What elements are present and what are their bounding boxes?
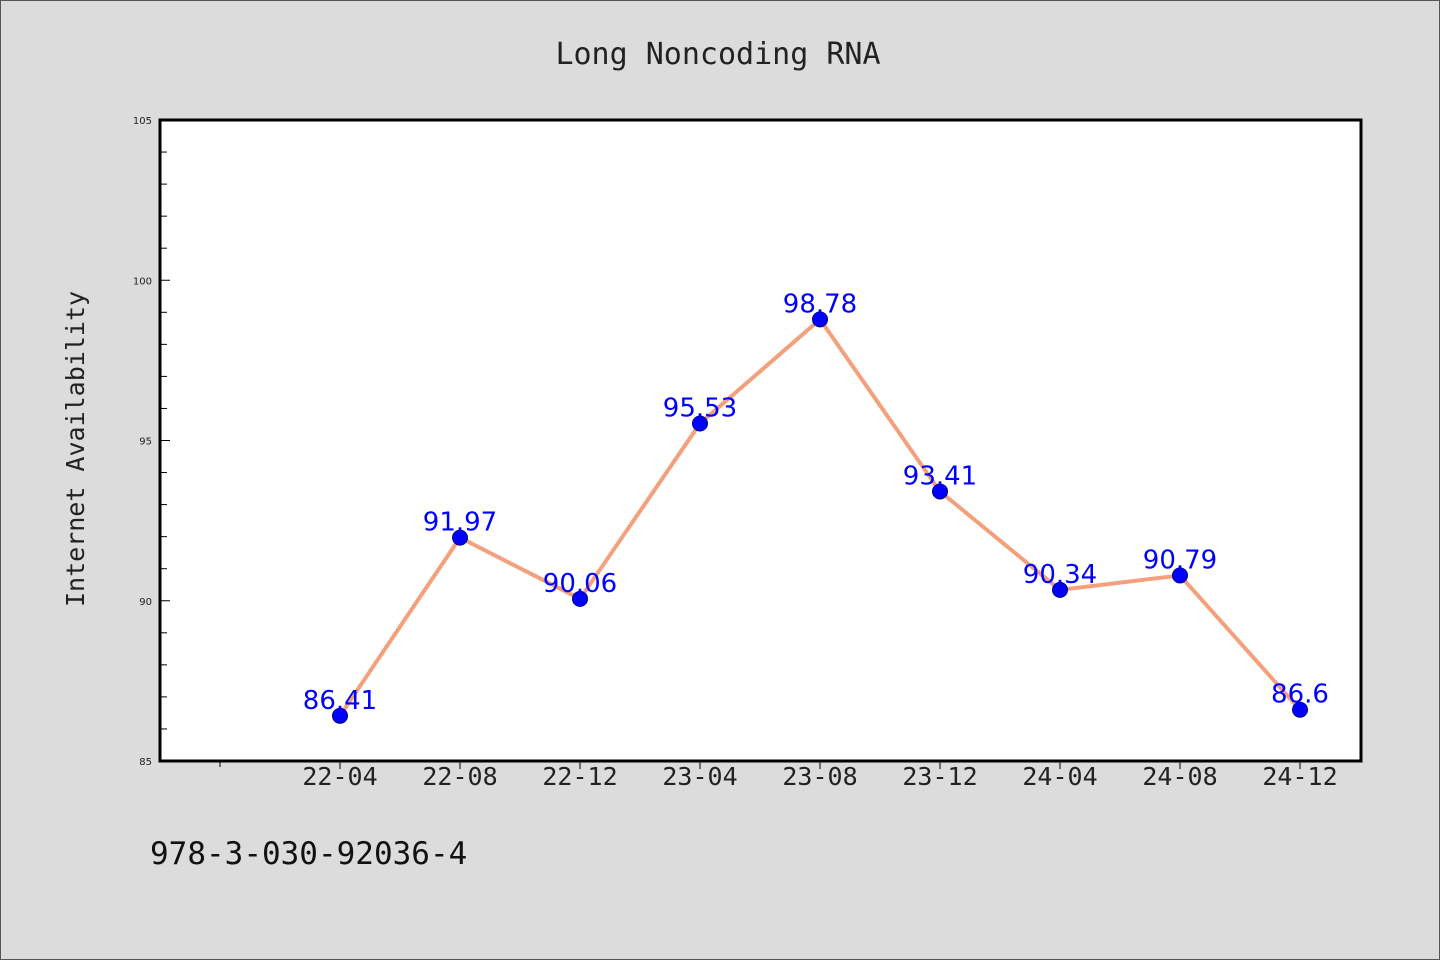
data-label: 91.97 [423,508,497,538]
data-point [452,529,468,546]
x-tick-label: 24-04 [1022,762,1097,791]
data-point [692,415,708,432]
x-tick-label: 24-08 [1142,762,1217,791]
data-labels: 86.41 91.97 90.06 95.53 98.78 93.41 90.34 90.79… [303,289,1329,715]
series-markers [332,311,1308,724]
chart-title: Long Noncoding RNA [555,37,880,72]
x-tick-label: 22-04 [302,762,377,791]
plot-area [158,118,1363,763]
data-label: 86.41 [303,686,377,716]
y-tick-label: 90 [139,597,152,608]
data-label: 90.06 [543,569,617,599]
x-tick-label: 22-12 [542,762,617,791]
data-point [812,311,828,328]
x-tick-label: 23-08 [782,762,857,791]
y-tick-label: 105 [133,116,152,127]
data-point [1052,581,1068,598]
y-tick-label: 100 [133,276,152,287]
data-point [932,483,948,500]
x-tick-label: 23-12 [902,762,977,791]
data-point [572,590,588,607]
footer-identifier: 978-3-030-92036-4 [150,836,467,872]
data-label: 93.41 [903,461,977,491]
y-axis: 85 90 95 100 105 [133,116,170,768]
x-tick-label: 22-08 [422,762,497,791]
data-label: 98.78 [783,289,857,319]
data-label: 95.53 [663,394,737,424]
data-point [1172,567,1188,584]
data-label: 90.34 [1023,560,1097,590]
x-tick-label: 24-12 [1262,762,1337,791]
data-label: 90.79 [1143,545,1217,575]
x-tick-label: 23-04 [662,762,737,791]
data-label: 86.6 [1271,680,1329,710]
y-tick-label: 85 [139,757,152,768]
data-point [332,707,348,724]
x-axis: 22-04 22-08 22-12 23-04 23-08 23-12 24-04 24-08… [219,761,1338,791]
y-axis-label: Internet Availability [61,291,90,607]
data-point [1292,701,1308,718]
y-tick-label: 95 [139,437,152,448]
y-minor-ticks [160,151,167,730]
